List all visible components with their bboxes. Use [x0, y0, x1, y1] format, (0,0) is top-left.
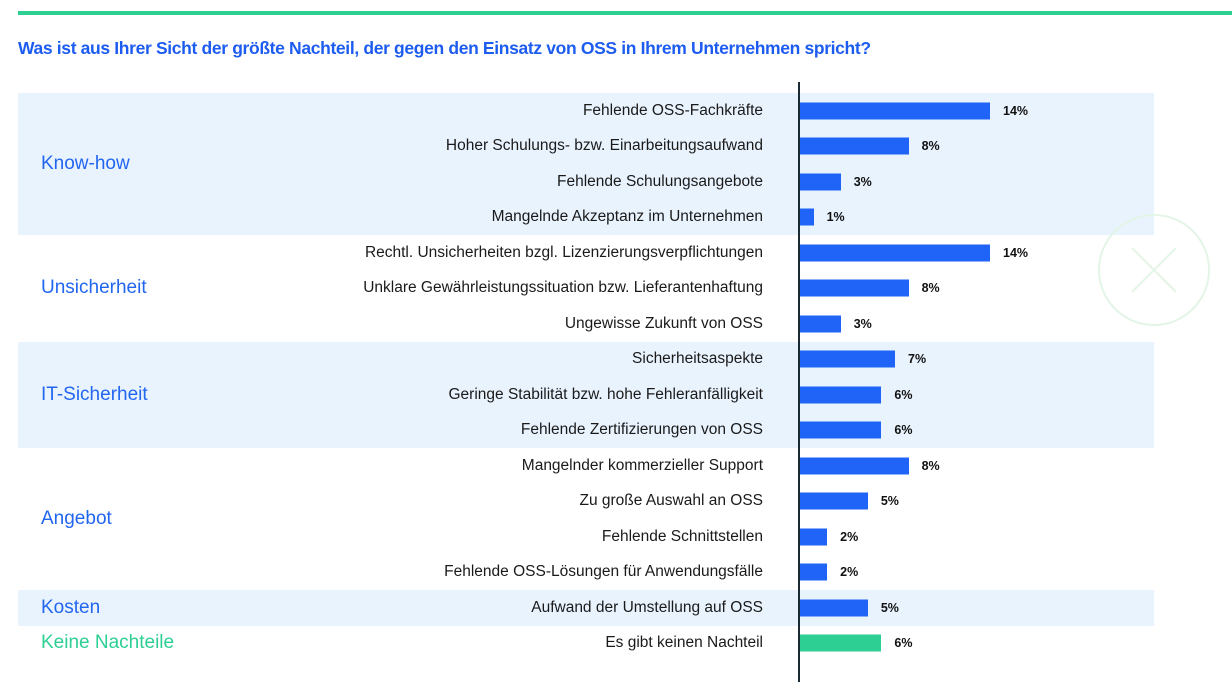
data-label: 6% [894, 387, 913, 402]
group-label: Unsicherheit [41, 277, 147, 299]
bar [800, 457, 909, 475]
category-label: Rechtl. Unsicherheiten bzgl. Lizenzierun… [364, 243, 763, 261]
group-band [18, 341, 1154, 448]
group-label: Angebot [41, 508, 112, 529]
data-label: 5% [880, 600, 899, 615]
category-label: Es gibt keinen Nachteil [605, 634, 763, 652]
bar [800, 279, 909, 297]
bar [800, 137, 909, 155]
group-label: Keine Nachteile [41, 632, 175, 654]
bar [800, 315, 841, 333]
bar [800, 599, 868, 617]
data-label: 8% [921, 281, 940, 296]
category-label: Sicherheitsaspekte [632, 350, 763, 368]
y-axis-line [798, 82, 800, 682]
group-band [18, 626, 1154, 662]
category-label: Fehlende OSS-Lösungen für Anwendungsfäll… [444, 563, 763, 581]
data-label: 7% [908, 352, 927, 367]
data-label: 1% [826, 210, 845, 225]
group-label: IT-Sicherheit [41, 383, 148, 405]
bar [800, 634, 882, 652]
category-label: Mangelnder kommerzieller Support [521, 456, 763, 474]
data-label: 3% [853, 174, 872, 189]
group-band [18, 590, 1154, 626]
chart-title: Was ist aus Ihrer Sicht der größte Nacht… [18, 38, 871, 58]
data-label: 6% [894, 636, 913, 651]
bar [800, 386, 882, 404]
bar [800, 421, 882, 439]
category-label: Mangelnde Akzeptanz im Unternehmen [491, 208, 763, 226]
top-accent-rule [18, 11, 1232, 15]
data-label: 2% [840, 565, 859, 580]
data-label: 14% [1003, 245, 1029, 260]
data-label: 3% [853, 316, 872, 331]
group-label: Know-how [41, 153, 130, 174]
category-label: Aufwand der Umstellung auf OSS [531, 598, 763, 616]
category-label: Unklare Gewährleistungssituation bzw. Li… [363, 279, 763, 297]
category-label: Fehlende OSS-Fachkräfte [582, 101, 763, 119]
category-label: Hoher Schulungs- bzw. Einarbeitungsaufwa… [445, 137, 763, 155]
close-circle-icon [1098, 214, 1210, 326]
category-label: Fehlende Zertifizierungen von OSS [520, 421, 763, 439]
bar [800, 173, 841, 191]
bar [800, 102, 990, 120]
category-label: Zu große Auswahl an OSS [579, 492, 763, 510]
bar [800, 492, 868, 510]
bar [800, 350, 895, 368]
bar [800, 208, 814, 226]
bar [800, 528, 828, 546]
data-label: 6% [894, 423, 913, 438]
category-label: Fehlende Schnittstellen [601, 527, 763, 545]
category-label: Geringe Stabilität bzw. hohe Fehleranfäl… [448, 385, 764, 403]
category-label: Fehlende Schulungsangebote [557, 172, 763, 190]
data-label: 14% [1003, 103, 1029, 118]
bar [800, 563, 828, 581]
category-label: Ungewisse Zukunft von OSS [564, 314, 763, 332]
data-label: 5% [880, 494, 899, 509]
group-label: Kosten [41, 596, 101, 618]
data-label: 8% [921, 458, 940, 473]
bar [800, 244, 990, 262]
data-label: 2% [840, 529, 859, 544]
data-label: 8% [921, 139, 940, 154]
